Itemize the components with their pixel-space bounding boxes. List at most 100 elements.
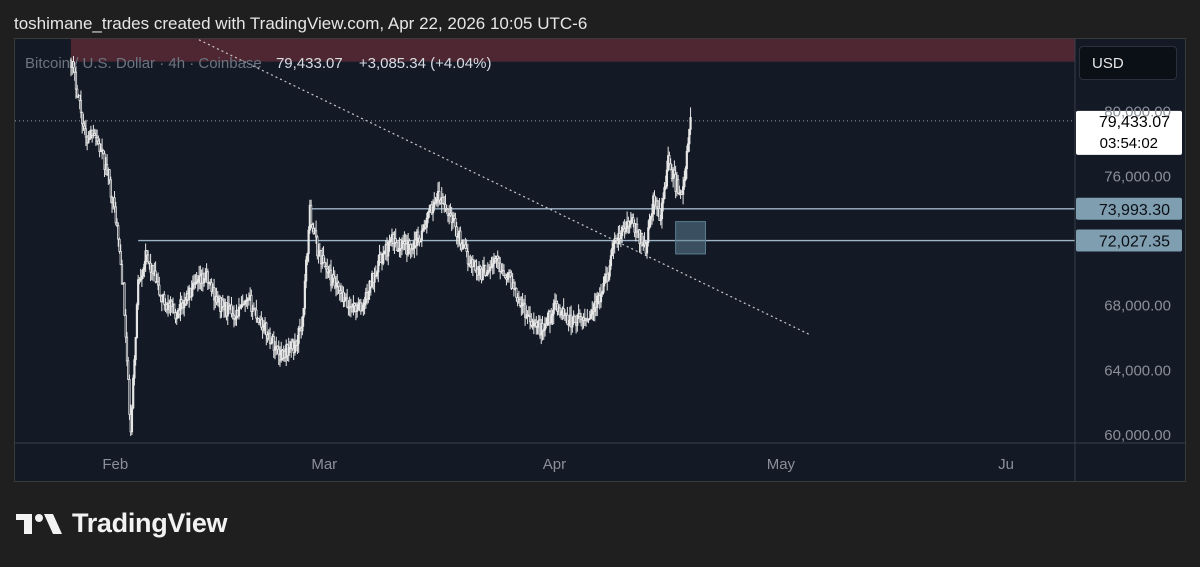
candle-body <box>578 313 581 317</box>
candle-body <box>72 61 75 68</box>
candle-body <box>137 279 140 306</box>
candle-body <box>135 304 139 339</box>
candle-body <box>433 201 436 208</box>
candle-body <box>323 261 326 267</box>
candle-body <box>609 255 613 267</box>
candle-body <box>685 151 688 170</box>
candle-body <box>212 287 216 301</box>
candle-body <box>394 238 397 243</box>
candle-body <box>632 217 635 224</box>
candle-body <box>154 270 157 283</box>
candle-body <box>262 324 265 331</box>
current-price-label: 79,433.07 <box>1099 114 1170 131</box>
candle-body <box>338 285 341 291</box>
candle-body <box>455 226 458 237</box>
candle-body <box>303 280 306 309</box>
candle-body <box>647 227 650 244</box>
candle-body <box>327 271 330 274</box>
candle-body <box>400 242 404 249</box>
chart-caption: toshimane_trades created with TradingVie… <box>14 14 588 33</box>
candle-body <box>373 275 376 283</box>
candle-body <box>645 242 649 254</box>
candle-body <box>353 303 356 307</box>
candle-body <box>232 314 236 320</box>
candle-body <box>591 309 594 315</box>
candle-body <box>268 332 272 345</box>
candle-body <box>420 230 423 241</box>
candle-body <box>276 345 279 350</box>
candle-body <box>649 216 652 220</box>
candle-body <box>251 307 254 312</box>
candle-body <box>509 272 512 277</box>
candle-body <box>123 282 126 316</box>
candle-body <box>407 240 410 255</box>
candle-body <box>412 247 415 250</box>
candle-body <box>191 282 195 290</box>
candle-body <box>265 322 268 336</box>
candle-body <box>363 302 366 306</box>
candle-body <box>421 228 425 232</box>
candle-body <box>120 264 124 285</box>
candle-body <box>128 379 131 415</box>
candle-body <box>159 294 162 297</box>
candle-body <box>464 244 467 249</box>
candle-body <box>628 223 631 227</box>
candle-body <box>333 277 336 287</box>
candle-body <box>640 233 644 247</box>
candle-body <box>247 298 250 301</box>
candle-body <box>272 336 275 351</box>
candle-body <box>496 255 499 259</box>
candle-body <box>291 341 294 350</box>
candle-body <box>147 254 150 263</box>
candle-body <box>316 236 319 257</box>
candle-body <box>273 346 277 351</box>
x-tick-label: Apr <box>543 456 566 473</box>
candle-body <box>125 336 129 362</box>
candle-body <box>296 342 299 346</box>
candle-body <box>226 303 229 317</box>
candle-body <box>659 218 662 221</box>
candle-body <box>324 266 328 270</box>
candle-body <box>375 271 379 277</box>
candle-body <box>293 341 297 353</box>
candle-body <box>132 377 135 409</box>
candle-body <box>657 206 660 209</box>
candle-body <box>288 347 292 349</box>
candle-body <box>648 219 651 229</box>
candle-body <box>343 297 346 302</box>
candle-body <box>588 317 591 320</box>
price-chart[interactable]: 73,993.30 72,027.35 79,433.07 03:54:02 Feb M… <box>15 39 1186 482</box>
candle-body <box>552 303 555 315</box>
candle-body <box>543 323 547 331</box>
candle-body <box>96 137 99 142</box>
candle-body <box>98 143 101 153</box>
currency-button[interactable]: USD <box>1079 46 1177 80</box>
candle-body <box>322 255 325 263</box>
candle-body <box>658 208 661 221</box>
candle-body <box>206 271 209 284</box>
candle-body <box>624 228 627 233</box>
candle-body <box>240 304 243 308</box>
candle-body <box>449 212 452 216</box>
candle-body <box>683 179 686 188</box>
candle-body <box>109 179 112 198</box>
candle-body <box>359 302 362 312</box>
candle-body <box>425 217 428 228</box>
candle-body <box>388 240 391 243</box>
candle-body <box>254 307 257 311</box>
candle-body <box>352 303 355 313</box>
candle-body <box>571 316 574 328</box>
candle-body <box>499 262 502 272</box>
candle-body <box>491 263 494 268</box>
candle-body <box>550 315 553 324</box>
candle-body <box>688 128 691 145</box>
candle-body <box>331 274 334 286</box>
candle-body <box>367 292 370 300</box>
candle-body <box>301 316 304 332</box>
chart-pane[interactable]: 73,993.30 72,027.35 79,433.07 03:54:02 Feb M… <box>14 38 1186 482</box>
candle-body <box>332 274 335 279</box>
candle-body <box>166 302 170 311</box>
candle-body <box>174 312 177 320</box>
candle-body <box>526 314 529 317</box>
candle-body <box>221 299 224 307</box>
